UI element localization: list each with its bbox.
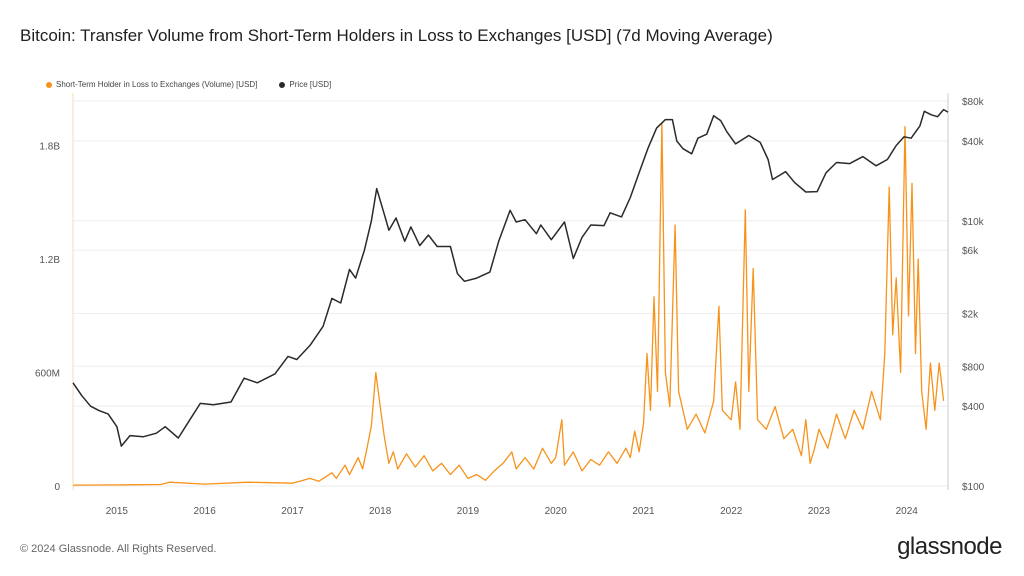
plot-area bbox=[73, 93, 948, 490]
right-tick-label: $6k bbox=[962, 246, 979, 257]
x-tick-label: 2022 bbox=[720, 506, 743, 517]
right-tick-label: $400 bbox=[962, 402, 985, 413]
legend-item-price[interactable]: Price [USD] bbox=[279, 80, 331, 89]
right-tick-label: $100 bbox=[962, 482, 985, 493]
right-tick-label: $800 bbox=[962, 362, 985, 373]
price-series-line bbox=[72, 108, 949, 447]
glassnode-logo: glassnode bbox=[897, 533, 1002, 560]
legend-label: Short-Term Holder in Loss to Exchanges (… bbox=[56, 80, 258, 89]
legend: Short-Term Holder in Loss to Exchanges (… bbox=[46, 80, 331, 89]
right-tick-label: $10k bbox=[962, 217, 985, 228]
x-tick-label: 2020 bbox=[545, 506, 568, 517]
x-tick-label: 2018 bbox=[369, 506, 392, 517]
black-dot-icon bbox=[279, 81, 286, 88]
right-tick-label: $80k bbox=[962, 97, 985, 108]
copyright: © 2024 Glassnode. All Rights Reserved. bbox=[20, 543, 217, 555]
x-tick-label: 2023 bbox=[808, 506, 831, 517]
x-tick-label: 2016 bbox=[194, 506, 217, 517]
chart-title: Bitcoin: Transfer Volume from Short-Term… bbox=[20, 26, 773, 45]
x-tick-label: 2021 bbox=[632, 506, 655, 517]
left-tick-label: 0 bbox=[54, 482, 60, 493]
left-tick-label: 1.2B bbox=[39, 255, 60, 266]
orange-dot-icon bbox=[46, 81, 52, 88]
legend-label: Price [USD] bbox=[289, 80, 332, 89]
right-tick-label: $40k bbox=[962, 137, 985, 148]
x-tick-label: 2015 bbox=[106, 506, 129, 517]
x-tick-label: 2019 bbox=[457, 506, 480, 517]
right-tick-label: $2k bbox=[962, 309, 979, 320]
volume-series-line bbox=[72, 122, 945, 486]
left-tick-label: 600M bbox=[35, 369, 60, 380]
left-tick-label: 1.8B bbox=[39, 142, 60, 153]
x-tick-label: 2017 bbox=[281, 506, 304, 517]
legend-item-volume[interactable]: Short-Term Holder in Loss to Exchanges (… bbox=[46, 80, 257, 89]
x-tick-label: 2024 bbox=[896, 506, 919, 517]
